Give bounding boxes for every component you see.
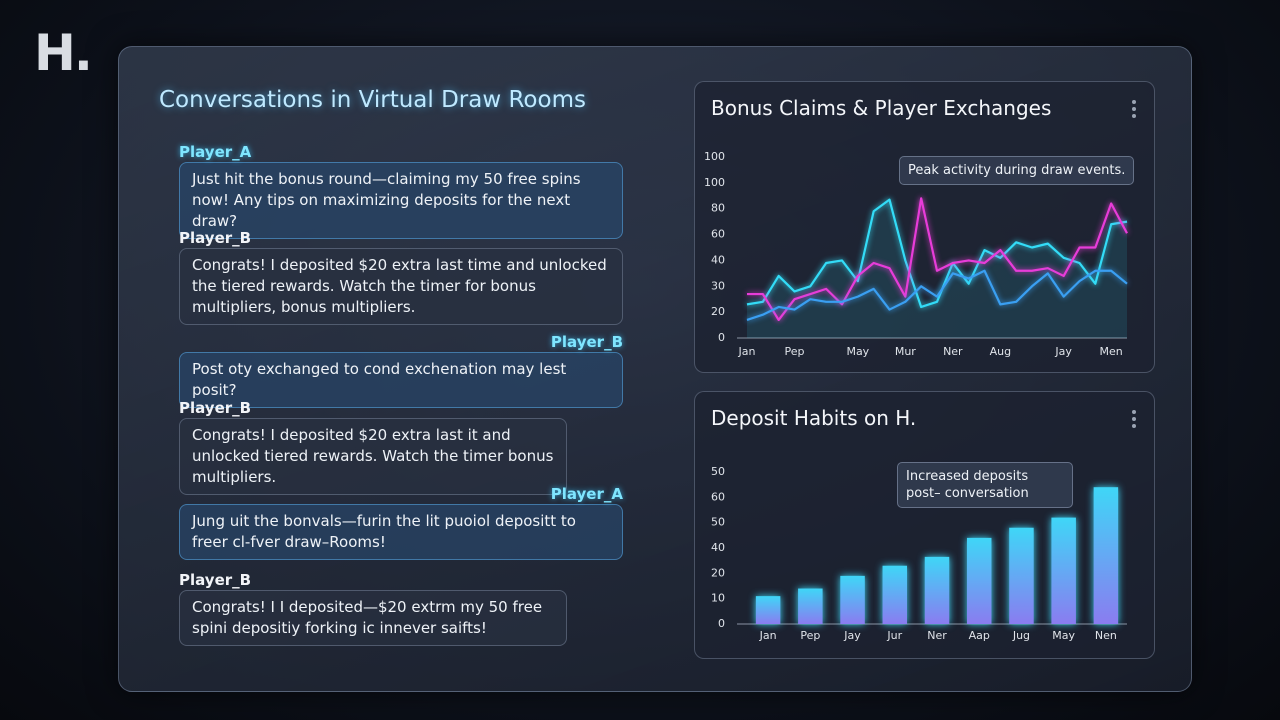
message-bubble: Congrats! I deposited $20 extra last it … <box>179 418 567 495</box>
x-tick-label: Aug <box>990 345 1011 358</box>
menu-button[interactable] <box>1132 100 1136 121</box>
bar <box>1051 517 1076 624</box>
bar-chart-card: 0 10 20 40 50 60 50 Jan Pep Jay Jur Ner Aap Jug May Nen… <box>694 391 1155 659</box>
logo: H. <box>34 24 93 82</box>
x-tick-label: Jay <box>843 629 861 642</box>
speaker-name: Player_B <box>179 229 252 247</box>
message-bubble: Post oty exchanged to cond exchenation m… <box>179 352 623 408</box>
bar <box>882 565 908 624</box>
message-bubble: Congrats! I I deposited—$20 extrm my 50 … <box>179 590 567 646</box>
message: Player_B Congrats! I I deposited—$20 extr… <box>179 571 623 646</box>
y-tick-label: 60 <box>711 228 725 241</box>
chart-title: Deposit Habits on H. <box>711 406 917 430</box>
message: Player_A Just hit the bonus round—claimin… <box>179 143 623 239</box>
line-series <box>747 197 1128 321</box>
y-tick-label: 50 <box>711 516 725 529</box>
x-tick-label: Aap <box>969 629 990 642</box>
y-tick-label: 10 <box>711 592 725 605</box>
annotation: Increased deposits post– conversation <box>897 462 1073 508</box>
y-tick-label: 40 <box>711 541 725 554</box>
bar <box>1093 487 1119 624</box>
y-tick-label: 20 <box>711 305 725 318</box>
message-bubble: Jung uit the bonvals—furin the lit puoio… <box>179 504 623 560</box>
bar <box>798 588 823 624</box>
message-bubble: Just hit the bonus round—claiming my 50 … <box>179 162 623 239</box>
x-tick-label: May <box>1052 629 1075 642</box>
annotation: Peak activity during draw events. <box>899 156 1135 185</box>
x-tick-label: Jay <box>1054 345 1072 358</box>
message-bubble: Congrats! I deposited $20 extra last tim… <box>179 248 623 325</box>
speaker-name: Player_B <box>550 333 623 351</box>
message: Player_B Congrats! I deposited $20 extra … <box>179 399 623 495</box>
line-chart-card: 0 20 30 40 60 80 100 100 Jan Pep May Mur Ner Aug Jay Me… <box>694 81 1155 373</box>
x-tick-label: Nen <box>1095 629 1117 642</box>
x-tick-label: Mur <box>895 345 916 358</box>
y-tick-label: 60 <box>711 490 725 503</box>
x-tick-label: Jur <box>886 629 902 642</box>
x-tick-label: Pep <box>800 629 820 642</box>
y-tick-label: 20 <box>711 566 725 579</box>
conversation-title: Conversations in Virtual Draw Rooms <box>159 87 586 113</box>
x-tick-label: Jug <box>1012 629 1030 642</box>
x-tick-label: Ner <box>943 345 963 358</box>
bar-chart: 0 10 20 40 50 60 50 Jan Pep Jay Jur Ner Aap Jug May Nen <box>711 465 1127 642</box>
speaker-name: Player_A <box>550 485 623 503</box>
line-chart: 0 20 30 40 60 80 100 100 Jan Pep May Mur Ner Aug Jay Me… <box>704 150 1128 358</box>
bar <box>966 537 992 624</box>
y-tick-label: 50 <box>711 465 725 478</box>
x-tick-label: May <box>846 345 869 358</box>
y-tick-label: 100 <box>704 176 725 189</box>
y-tick-label: 80 <box>711 202 725 215</box>
y-tick-label: 100 <box>704 150 725 163</box>
bar <box>840 575 865 624</box>
speaker-name: Player_B <box>179 399 252 417</box>
menu-button[interactable] <box>1132 410 1136 431</box>
x-tick-label: Men <box>1100 345 1123 358</box>
line-series <box>746 269 1128 321</box>
line-series <box>746 198 1128 309</box>
x-tick-label: Jan <box>759 629 777 642</box>
speaker-name: Player_B <box>179 571 252 589</box>
speaker-name: Player_A <box>179 143 252 161</box>
bar <box>924 556 950 624</box>
x-tick-label: Ner <box>927 629 947 642</box>
y-tick-label: 40 <box>711 253 725 266</box>
dashboard-panel: Conversations in Virtual Draw Rooms Play… <box>118 46 1192 692</box>
y-tick-label: 0 <box>718 331 725 344</box>
y-tick-label: 30 <box>711 279 725 292</box>
x-tick-label: Pep <box>785 345 805 358</box>
bar <box>755 596 781 624</box>
chart-title: Bonus Claims & Player Exchanges <box>711 96 1052 120</box>
x-tick-label: Jan <box>738 345 756 358</box>
bar <box>1009 527 1034 624</box>
y-tick-label: 0 <box>718 617 725 630</box>
message: Player_A Jung uit the bonvals—furin the l… <box>179 485 623 560</box>
message: Player_B Post oty exchanged to cond exche… <box>179 333 623 408</box>
message: Player_B Congrats! I deposited $20 extra … <box>179 229 623 325</box>
